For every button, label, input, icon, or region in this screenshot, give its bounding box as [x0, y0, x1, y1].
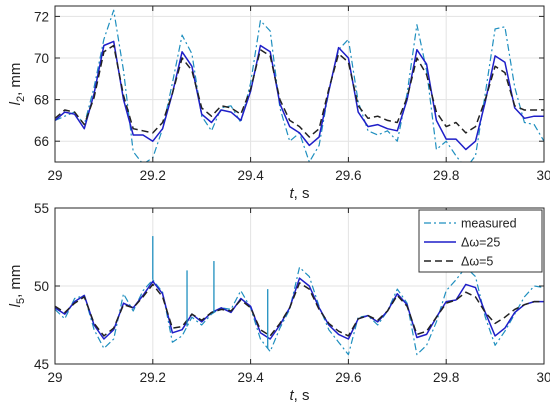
- y-tick-label: 55: [34, 201, 49, 216]
- x-axis-label: t, s: [289, 185, 309, 202]
- series-line--5: [55, 282, 544, 337]
- y-tick-label: 45: [34, 357, 49, 372]
- y-tick-label: 72: [34, 9, 49, 24]
- y-axis-label: l2, mm: [7, 63, 27, 106]
- y-tick-label: 68: [34, 93, 49, 108]
- x-tick-label: 29.6: [335, 168, 361, 183]
- legend: measured Δω=25 Δω=5: [418, 209, 543, 273]
- y-tick-label: 50: [34, 279, 49, 294]
- y-tick-label: 66: [34, 134, 49, 149]
- x-axis-label: t, s: [289, 387, 309, 404]
- series-line--5: [55, 44, 544, 138]
- legend-label: measured: [461, 217, 517, 231]
- x-tick-label: 29.6: [335, 370, 361, 385]
- x-tick-label: 29.2: [140, 370, 166, 385]
- x-tick-label: 29: [47, 370, 62, 385]
- y-axis-label: l5, mm: [7, 265, 27, 308]
- y-tick-label: 70: [34, 51, 49, 66]
- series-group: [55, 9, 544, 162]
- series-line--25: [55, 277, 544, 340]
- legend-label: Δω=5: [461, 255, 493, 269]
- x-tick-label: 29.2: [140, 168, 166, 183]
- x-tick-label: 29.8: [433, 168, 459, 183]
- x-tick-label: 29: [47, 168, 62, 183]
- x-tick-label: 29.8: [433, 370, 459, 385]
- x-tick-label: 29.4: [237, 168, 264, 183]
- x-tick-label: 30: [536, 168, 550, 183]
- series-line--25: [55, 40, 544, 151]
- legend-label: Δω=25: [461, 236, 500, 250]
- x-tick-label: 30: [536, 370, 550, 385]
- axes-frame: [54, 5, 545, 163]
- top-panel: 29 29.2 29.4 29.6 29.8 30 66 68 70 72 t, s l2, mm: [7, 5, 550, 202]
- x-tick-label: 29.4: [237, 370, 264, 385]
